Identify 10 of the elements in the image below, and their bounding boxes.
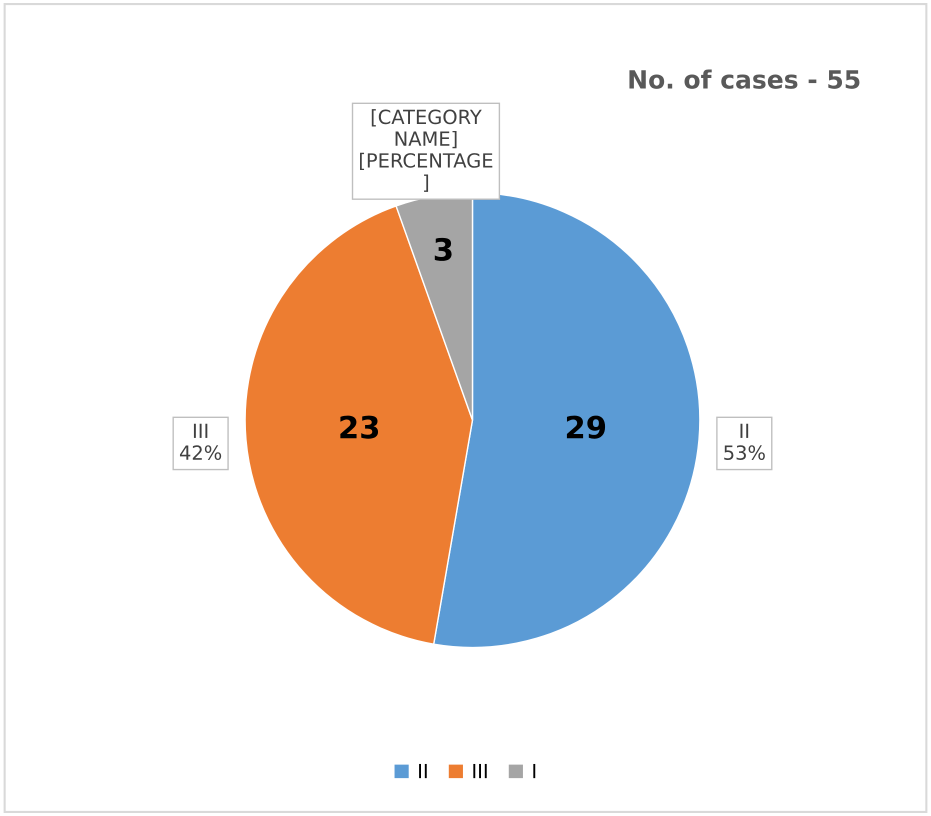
text: [CATEGORY NAME] [PERCENTAGE ] [360, 109, 492, 192]
legend-label: I [533, 764, 536, 778]
legend-label: III [473, 764, 487, 778]
legend-label: II [419, 764, 427, 778]
text: II 53% [724, 424, 765, 460]
data-label: 3 [434, 238, 452, 261]
data-label: 23 [340, 416, 378, 439]
text: III 42% [180, 424, 222, 460]
data-label: 29 [566, 416, 606, 439]
chart-title: No. of cases - 55 [629, 70, 860, 89]
